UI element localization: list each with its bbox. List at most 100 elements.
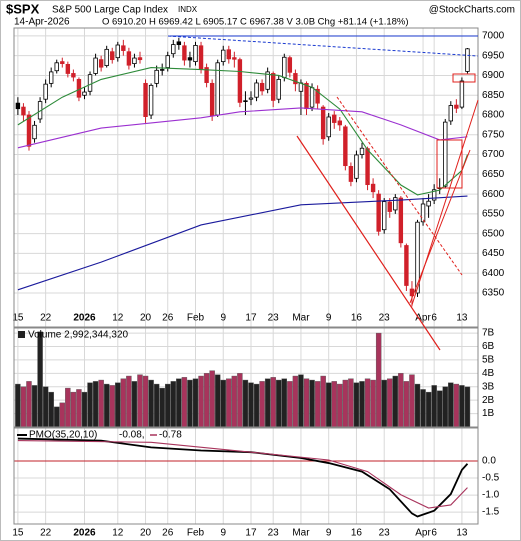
moving-average bbox=[17, 66, 468, 196]
candle-body bbox=[259, 82, 265, 92]
source: @StockCharts.com bbox=[429, 5, 515, 16]
candle-body bbox=[370, 183, 376, 193]
chart-title: S&P 500 Large Cap Index bbox=[52, 5, 168, 16]
volume-bar bbox=[287, 381, 293, 428]
volume-bar bbox=[448, 382, 454, 428]
volume-bar bbox=[414, 383, 421, 428]
panel-frame bbox=[13, 27, 479, 328]
volume-bar bbox=[425, 391, 432, 428]
panel-frame bbox=[13, 327, 479, 428]
x-tick-label: 9 bbox=[220, 528, 226, 539]
x-tick-label: 9 bbox=[326, 528, 332, 539]
candle-body bbox=[48, 71, 54, 84]
candle-body bbox=[204, 67, 209, 83]
volume-bar bbox=[237, 373, 243, 428]
x-tick-label: Mar bbox=[292, 313, 310, 324]
volume-bar bbox=[92, 381, 99, 428]
y-tick-label: 7000 bbox=[482, 31, 505, 42]
x-tick-label: 26 bbox=[162, 528, 174, 539]
volume-bar bbox=[381, 379, 387, 428]
candle-body bbox=[87, 74, 93, 92]
candle-body bbox=[76, 79, 82, 98]
quote: O 6910.20 H 6969.42 L 6905.17 C 6967.38 … bbox=[102, 17, 409, 28]
candle-body bbox=[387, 201, 392, 212]
volume-bar bbox=[292, 375, 299, 428]
candle-body bbox=[110, 51, 115, 61]
volume-bar bbox=[153, 383, 160, 428]
volume-bar bbox=[231, 375, 238, 428]
candle-body bbox=[43, 83, 48, 100]
volume-bar bbox=[320, 375, 326, 428]
candle-body bbox=[276, 79, 281, 100]
candle-body bbox=[159, 69, 165, 71]
volume-bar bbox=[387, 378, 393, 428]
legend-swatch bbox=[18, 331, 25, 338]
candle-body bbox=[382, 201, 387, 231]
x-tick-label: 2026 bbox=[73, 528, 96, 539]
volume-bar bbox=[403, 381, 410, 428]
volume-bar bbox=[81, 391, 88, 428]
volume-bar bbox=[370, 379, 376, 428]
candle-body bbox=[198, 45, 204, 70]
x-tick-label: Apr bbox=[415, 313, 431, 324]
y-tick-label: 6650 bbox=[482, 169, 505, 180]
candle-body bbox=[221, 49, 226, 63]
candle-body bbox=[93, 57, 98, 74]
volume-bar bbox=[165, 383, 171, 428]
candle-body bbox=[448, 105, 454, 122]
volume-bar bbox=[87, 382, 93, 428]
volume-bar bbox=[37, 331, 43, 428]
volume-bar bbox=[131, 381, 138, 428]
volume-bar bbox=[442, 386, 448, 428]
candle-body bbox=[71, 73, 76, 78]
volume-bar bbox=[42, 386, 49, 428]
volume-bar bbox=[142, 375, 149, 428]
volume-bar bbox=[137, 374, 143, 428]
candle-body bbox=[237, 59, 243, 103]
x-tick-label: 9 bbox=[220, 313, 226, 324]
y-tick-label: 6550 bbox=[482, 209, 505, 220]
x-tick-label: 13 bbox=[456, 528, 468, 539]
volume-bar bbox=[242, 379, 249, 428]
volume-bar bbox=[309, 379, 315, 428]
x-tick-label: 12 bbox=[112, 528, 124, 539]
volume-bar bbox=[398, 373, 404, 428]
volume-bar bbox=[54, 406, 60, 428]
candle-body bbox=[176, 41, 182, 46]
candle-body bbox=[293, 73, 298, 85]
candle-body bbox=[354, 154, 359, 179]
volume-bar bbox=[26, 381, 32, 428]
x-tick-label: 23 bbox=[268, 313, 280, 324]
candle-body bbox=[226, 49, 231, 60]
x-tick-label: 9 bbox=[326, 313, 332, 324]
candle-body bbox=[454, 104, 459, 109]
x-tick-label: 22 bbox=[40, 528, 52, 539]
volume-bar bbox=[203, 373, 210, 428]
candle-body bbox=[304, 82, 309, 110]
candle-body bbox=[121, 45, 126, 51]
volume-bar bbox=[248, 382, 254, 428]
x-tick-label: 13 bbox=[456, 313, 468, 324]
candle-body bbox=[104, 48, 109, 66]
volume-bar bbox=[109, 385, 115, 428]
volume-bar bbox=[325, 382, 332, 428]
candle-body bbox=[315, 88, 320, 104]
volume-bar bbox=[253, 383, 260, 428]
date: 14-Apr-2026 bbox=[14, 17, 70, 28]
candle-body bbox=[443, 121, 448, 187]
candle-body bbox=[465, 48, 470, 72]
candle-body bbox=[209, 82, 215, 117]
volume-bar bbox=[176, 378, 182, 428]
candle-body bbox=[126, 51, 132, 66]
y-tick-label: 6750 bbox=[482, 129, 505, 140]
x-tick-label: 6 bbox=[431, 313, 437, 324]
volume-bar bbox=[314, 381, 321, 428]
volume-bar bbox=[409, 374, 415, 428]
panel-title: PMO(35,20,10) bbox=[29, 430, 97, 441]
y-tick-label: 0.0 bbox=[482, 456, 496, 467]
candle-body bbox=[426, 200, 431, 207]
x-tick-label: 16 bbox=[351, 313, 363, 324]
annotations bbox=[167, 35, 479, 351]
panel-title: Volume 2,992,344,320 bbox=[28, 330, 129, 341]
x-tick-label: 26 bbox=[162, 313, 174, 324]
